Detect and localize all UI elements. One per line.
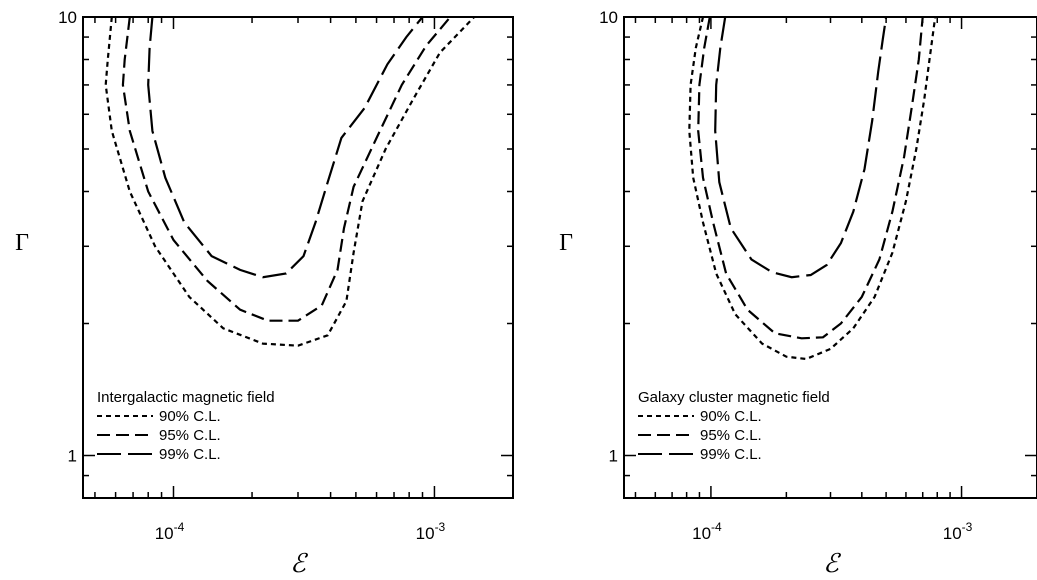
legend-label: 99% C.L. [159, 446, 221, 463]
legend-label: 90% C.L. [700, 408, 762, 425]
x-axis-label: ℰ [290, 549, 308, 578]
x-tick-label-exponent: -3 [962, 520, 973, 534]
legend-label: 99% C.L. [700, 446, 762, 463]
x-tick-label: 10-4 [155, 520, 185, 543]
y-tick-label: 10 [599, 8, 618, 27]
y-axis-label: Γ [559, 230, 573, 256]
contour-line-99-cl [148, 17, 422, 277]
y-tick-label: 1 [609, 447, 618, 466]
x-tick-label-exponent: -4 [174, 520, 185, 534]
y-tick-label: 1 [68, 447, 77, 466]
x-tick-label-base: 10 [155, 524, 174, 543]
y-tick-label: 10 [58, 8, 77, 27]
legend-title: Intergalactic magnetic field [97, 389, 275, 406]
x-tick-label-base: 10 [416, 524, 435, 543]
legend-title: Galaxy cluster magnetic field [638, 389, 830, 406]
contour-line-99-cl [715, 17, 886, 277]
x-tick-label: 10-4 [692, 520, 722, 543]
contour-line-90-cl [106, 17, 475, 346]
x-tick-label-base: 10 [943, 524, 962, 543]
y-axis-label: Γ [15, 230, 29, 256]
contour-line-95-cl [123, 17, 450, 321]
legend-label: 90% C.L. [159, 408, 221, 425]
x-tick-label: 10-3 [416, 520, 446, 543]
x-tick-label: 10-3 [943, 520, 973, 543]
x-tick-label-base: 10 [692, 524, 711, 543]
x-axis-label: ℰ [823, 549, 841, 578]
contour-line-95-cl [698, 17, 923, 338]
legend-label: 95% C.L. [159, 427, 221, 444]
x-tick-label-exponent: -3 [435, 520, 446, 534]
x-tick-label-exponent: -4 [711, 520, 722, 534]
legend-label: 95% C.L. [700, 427, 762, 444]
